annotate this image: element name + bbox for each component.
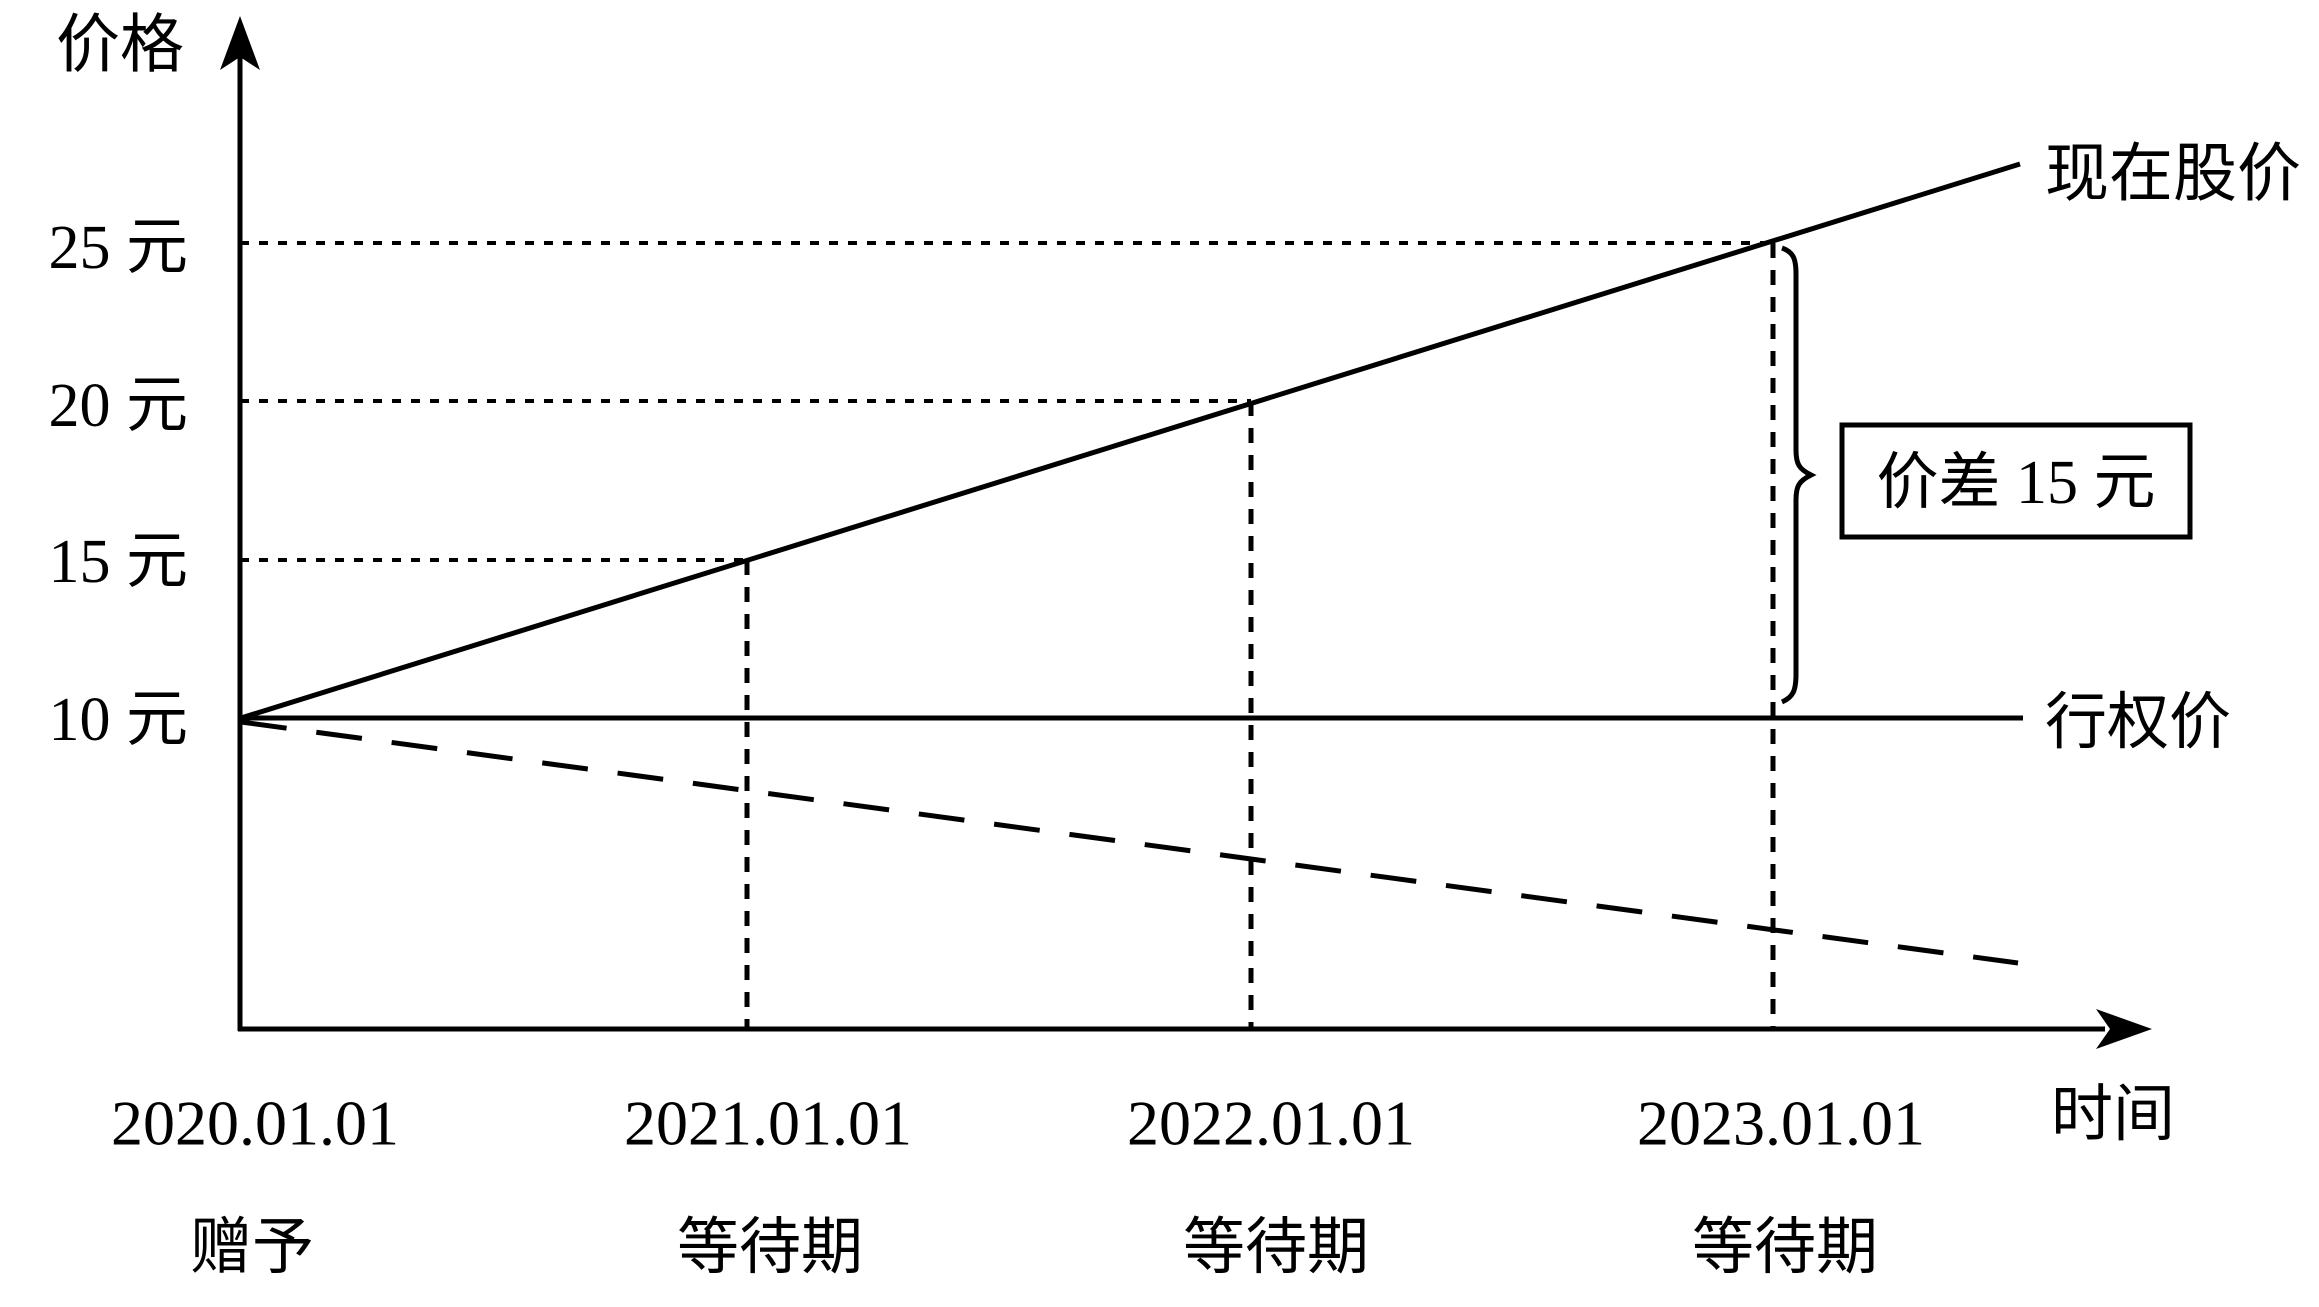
y-axis-title: 价格 <box>56 10 184 81</box>
strike-price-line-label: 行权价 <box>2045 689 2231 757</box>
phase-label-wait-1: 等待期 <box>677 1214 863 1282</box>
price-gap-brace <box>1780 245 1817 705</box>
x-tick-2020: 2020.01.01 <box>111 1088 399 1159</box>
y-tick-15: 15 元 <box>48 528 188 596</box>
phase-label-grant: 赠予 <box>190 1214 314 1282</box>
y-tick-25: 25 元 <box>48 214 188 282</box>
x-tick-2022: 2022.01.01 <box>1127 1088 1415 1159</box>
stock-price-line-label: 现在股价 <box>2045 139 2301 210</box>
phase-label-wait-2: 等待期 <box>1183 1214 1369 1282</box>
price-gap-box <box>1839 422 2193 540</box>
y-tick-10: 10 元 <box>48 686 188 754</box>
x-tick-2021: 2021.01.01 <box>624 1088 912 1159</box>
x-axis-title: 时间 <box>2051 1081 2175 1149</box>
stock-price-line <box>240 161 2021 721</box>
price-gap-label: 价差 15 元 <box>1876 449 2155 517</box>
phase-label-wait-3: 等待期 <box>1692 1214 1878 1282</box>
declining-dashed-line <box>240 719 2019 966</box>
x-tick-2023: 2023.01.01 <box>1637 1088 1925 1159</box>
y-tick-20: 20 元 <box>48 372 188 440</box>
y-axis-arrow-icon <box>220 16 260 70</box>
x-axis-arrow-icon <box>2096 1009 2152 1049</box>
